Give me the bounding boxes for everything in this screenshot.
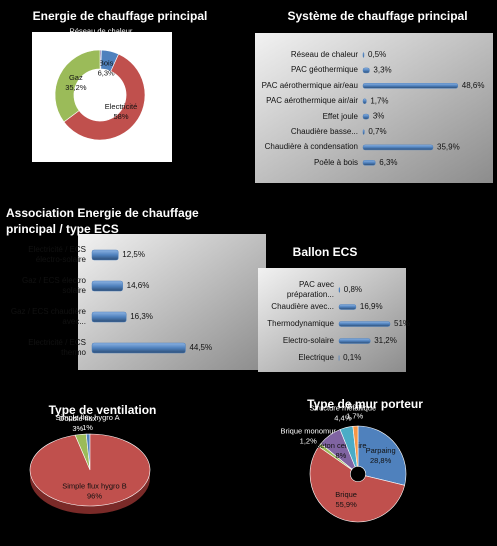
value-label: 48,6% <box>462 81 485 90</box>
category-label: Electro-solaire <box>282 336 334 345</box>
value-label: 96% <box>87 491 102 500</box>
category-label: Poêle à bois <box>313 157 358 167</box>
category-label: Electricité / ECS thermo <box>28 338 86 357</box>
value-label: 6,3% <box>379 158 397 167</box>
slice <box>29 433 151 507</box>
bar <box>91 342 186 354</box>
value-label: 12,5% <box>122 250 145 259</box>
slice <box>54 49 101 123</box>
category-label: PAC aérothermique air/eau <box>261 80 358 90</box>
value-label: 0,8% <box>344 285 362 294</box>
chart-title: Energie de chauffage principal <box>32 9 208 23</box>
bar <box>362 67 370 74</box>
value-label: 16,9% <box>360 302 383 311</box>
chart-title: Type de mur porteur <box>307 397 423 411</box>
bar <box>362 83 459 89</box>
slice <box>309 446 406 523</box>
value-label: 0,5% <box>368 50 386 59</box>
category-label: PAC avec préparation... <box>286 280 334 299</box>
category-label: Thermodynamique <box>267 319 334 328</box>
chart-title: Type de ventilation <box>48 403 157 417</box>
slice-label: Electricité <box>105 102 138 111</box>
slice-label: Bois <box>99 59 114 68</box>
category-label: PAC aérothermique air/air <box>266 96 358 106</box>
category-label: Gaz / ECS chaudière avec... <box>10 307 86 326</box>
value-label: 1% <box>82 423 93 432</box>
value-label: 16,3% <box>130 312 153 321</box>
value-label: 55,9% <box>336 500 358 509</box>
slice-label: Structure métallique <box>310 403 377 412</box>
slice <box>357 425 407 486</box>
category-label: Chaudière avec... <box>271 302 334 311</box>
slice-label: Brique monomur <box>280 426 336 435</box>
slice-label: Bois <box>347 402 362 411</box>
bar <box>338 321 391 327</box>
slice-label: Double flux <box>59 414 97 423</box>
value-label: 51% <box>394 319 410 328</box>
value-label: 8% <box>336 451 347 460</box>
bar <box>338 304 357 310</box>
value-label: 58% <box>114 112 129 121</box>
value-label: 28,8% <box>370 456 392 465</box>
value-label: 3,3% <box>373 66 391 75</box>
value-label: 44,5% <box>189 343 212 352</box>
bar <box>362 160 376 166</box>
category-label: Electricité / ECS électro-solaire <box>28 245 86 264</box>
value-label: 35,2% <box>65 83 87 92</box>
chart-title: Association Energie de chauffage princip… <box>6 206 199 236</box>
slice-label: Réseau de chaleur <box>69 26 132 35</box>
value-label: 0,5% <box>92 36 109 45</box>
bar <box>362 52 365 58</box>
category-label: Electrique <box>298 353 334 362</box>
value-label: 1,7% <box>370 96 388 105</box>
bar <box>362 129 365 135</box>
slice-label: Béton cellulaire <box>315 441 366 450</box>
panel <box>258 268 406 372</box>
value-label: 1,7% <box>346 412 363 421</box>
slice <box>352 425 359 467</box>
value-label: 1,2% <box>300 436 317 445</box>
category-label: Gaz / ECS électro solaire <box>21 276 86 295</box>
chart-title: Système de chauffage principal <box>287 9 468 23</box>
bar <box>91 249 119 261</box>
bar <box>362 98 367 104</box>
bar <box>338 338 371 344</box>
category-label: PAC géothermique <box>291 65 358 75</box>
value-label: 3% <box>373 112 385 121</box>
value-label: 6,3% <box>98 69 115 78</box>
slice <box>63 53 146 141</box>
value-label: 4,4% <box>334 413 351 422</box>
value-label: 0,1% <box>343 353 361 362</box>
value-label: 3% <box>72 424 83 433</box>
bar <box>362 113 370 120</box>
slice-label: Brique <box>335 490 357 499</box>
bar <box>338 287 341 293</box>
value-label: 0,7% <box>368 127 386 136</box>
bar <box>91 311 127 323</box>
chart-title: Ballon ECS <box>292 245 358 259</box>
category-label: Réseau de chaleur <box>290 49 358 59</box>
slice-label: Simple flux hygro A <box>55 413 119 422</box>
value-label: 31,2% <box>374 336 397 345</box>
category-label: Chaudière basse... <box>290 126 358 136</box>
slice-label: Simple flux hygro B <box>62 481 127 490</box>
category-label: Effet joule <box>322 111 358 121</box>
slice-label: Gaz <box>69 73 83 82</box>
value-label: 35,9% <box>437 143 460 152</box>
category-label: Chaudière à condensation <box>264 142 358 152</box>
bar <box>362 144 434 151</box>
bar <box>91 280 123 292</box>
panel <box>255 33 493 183</box>
slice-label: Parpaing <box>366 446 396 455</box>
value-label: 14,6% <box>127 281 150 290</box>
